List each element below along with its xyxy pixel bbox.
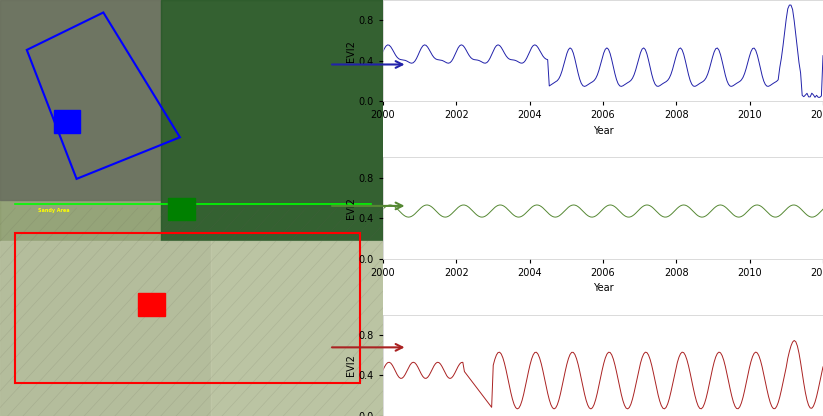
Polygon shape — [211, 241, 383, 416]
X-axis label: Year: Year — [593, 126, 613, 136]
Polygon shape — [160, 0, 383, 241]
Polygon shape — [0, 0, 383, 416]
Polygon shape — [0, 0, 160, 200]
Y-axis label: EVI2: EVI2 — [346, 40, 356, 62]
Y-axis label: EVI2: EVI2 — [346, 197, 356, 219]
Bar — [53, 110, 81, 133]
Y-axis label: EVI2: EVI2 — [346, 354, 356, 376]
Text: Sandy Area: Sandy Area — [39, 208, 70, 213]
Polygon shape — [0, 241, 211, 416]
Bar — [169, 198, 195, 220]
X-axis label: Year: Year — [593, 283, 613, 293]
Bar — [137, 293, 165, 316]
